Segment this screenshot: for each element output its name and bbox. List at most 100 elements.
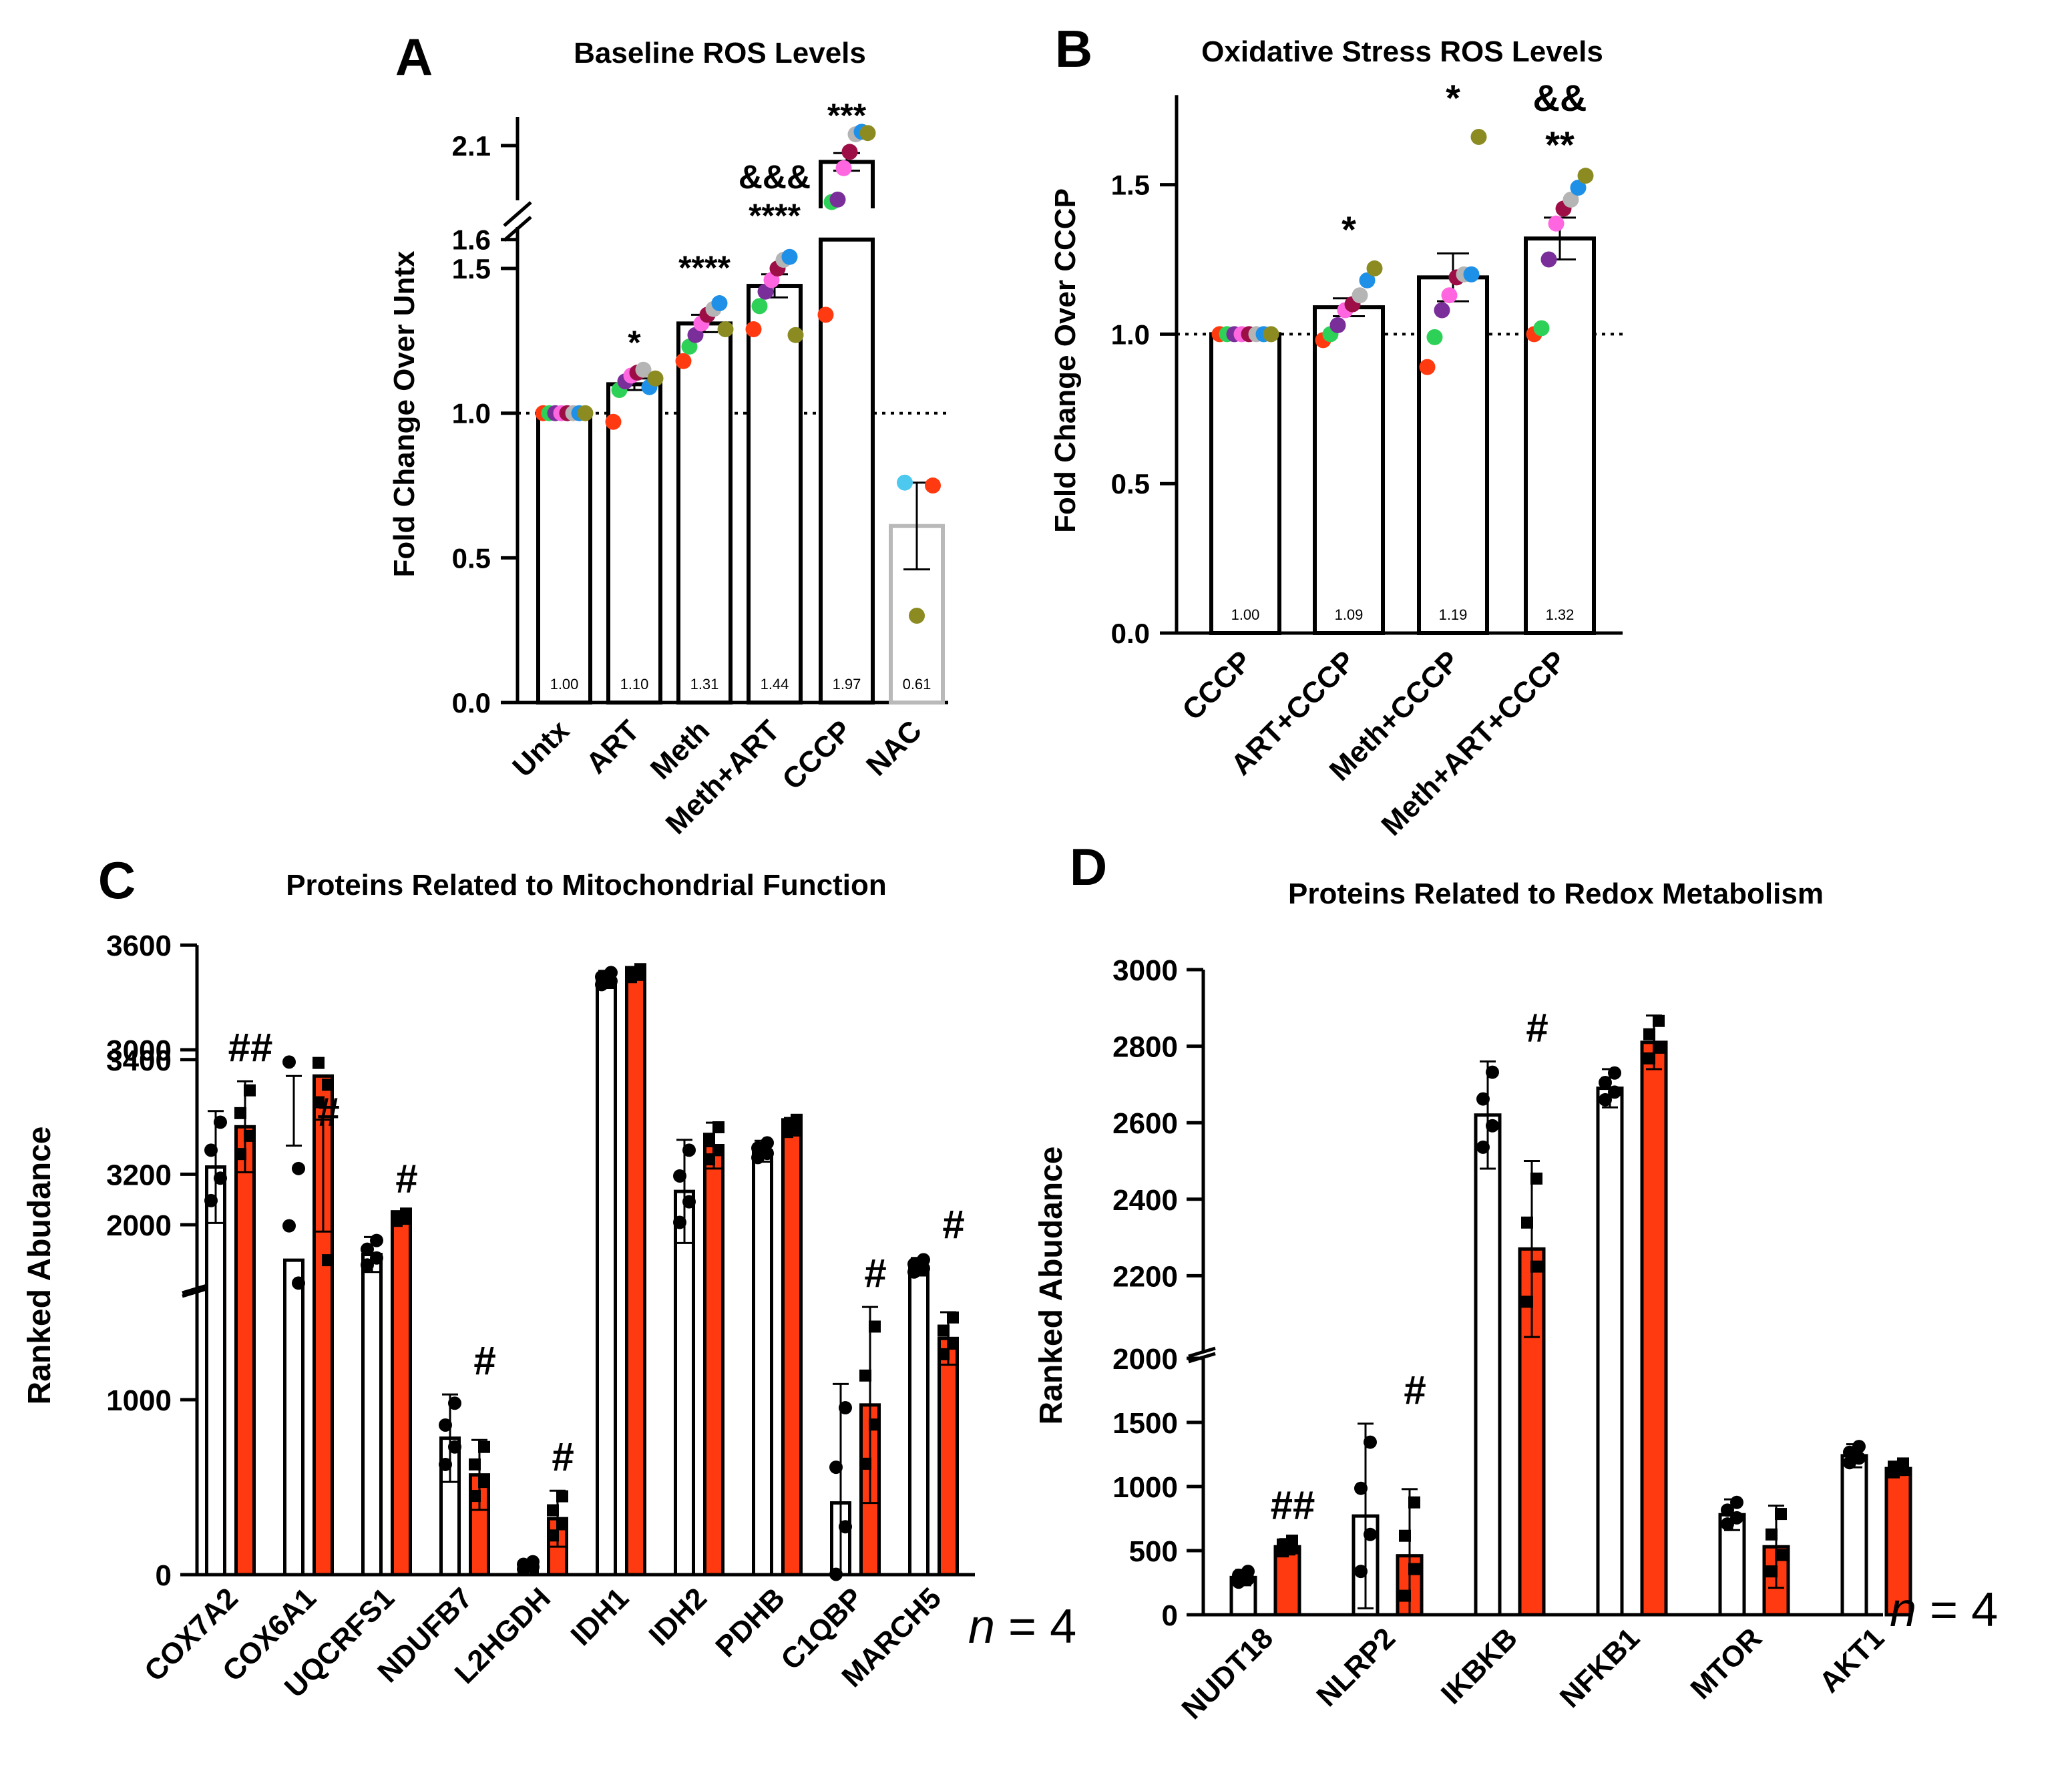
data-point — [817, 307, 834, 323]
bar — [676, 321, 733, 705]
panel-c-title: Proteins Related to Mitochondrial Functi… — [286, 869, 887, 902]
data-point — [439, 1418, 452, 1432]
data-point — [1577, 168, 1594, 184]
data-point — [322, 1254, 334, 1267]
panel-b-xtick-label: Meth+ART+CCCP — [1375, 644, 1573, 842]
data-point — [448, 1396, 461, 1410]
data-point — [625, 966, 637, 978]
value-label: 1.97 — [833, 676, 861, 693]
bar — [1884, 1466, 1912, 1617]
panel-b-ytick-label: 1.5 — [1111, 170, 1150, 201]
data-point — [361, 1258, 374, 1272]
data-point — [1775, 1549, 1787, 1561]
bar — [1840, 1454, 1868, 1617]
data-point — [673, 1169, 686, 1183]
data-point — [1241, 1565, 1255, 1579]
bar — [908, 1265, 929, 1577]
significance-mark: # — [1526, 1006, 1548, 1050]
data-point — [839, 1520, 852, 1534]
data-point — [1570, 180, 1587, 196]
data-point — [947, 1311, 959, 1324]
bar — [536, 411, 592, 705]
data-point — [1352, 287, 1368, 304]
panel-d-title: Proteins Related to Redox Metabolism — [1288, 877, 1824, 910]
n-value: = 4 — [1916, 1583, 1998, 1637]
data-point — [635, 361, 652, 378]
significance-mark: # — [1404, 1368, 1426, 1412]
bar — [625, 972, 646, 1577]
data-point — [1470, 128, 1487, 145]
data-point — [361, 1242, 374, 1256]
panel-d-ytick-label: 2200 — [1112, 1260, 1178, 1293]
panel-d-xtick-label: IKBKB — [1435, 1621, 1524, 1710]
panel-b-ytick-label: 0.0 — [1111, 618, 1150, 649]
data-point — [1441, 287, 1458, 304]
panel-c-ylabel: Ranked Abudance — [22, 1127, 57, 1405]
data-point — [1563, 191, 1579, 208]
data-point — [703, 1133, 715, 1145]
bar — [1596, 1087, 1624, 1617]
data-point — [1419, 359, 1436, 375]
data-point — [556, 1518, 568, 1531]
data-point — [682, 1143, 696, 1157]
panel-c-xtick-label: IDH2 — [643, 1581, 714, 1652]
data-point — [1521, 1216, 1533, 1229]
data-point — [1643, 1052, 1655, 1064]
data-point — [1766, 1565, 1778, 1578]
data-point — [917, 1253, 930, 1267]
significance-mark: ## — [1271, 1483, 1315, 1528]
data-point — [1354, 1481, 1368, 1495]
data-point — [1329, 317, 1346, 333]
panel-d-letter: D — [1070, 837, 1107, 896]
data-point — [712, 1121, 724, 1134]
panel-d-xtick-label: NLRP2 — [1310, 1621, 1402, 1713]
data-point — [1730, 1511, 1743, 1525]
panel-a-title: Baseline ROS Levels — [574, 37, 866, 69]
value-label: 0.61 — [903, 676, 931, 693]
panel-d-xtick-label: NUDT18 — [1175, 1621, 1279, 1726]
data-point — [244, 1129, 256, 1142]
data-point — [1476, 1140, 1490, 1154]
data-point — [292, 1161, 305, 1175]
data-point — [859, 1369, 871, 1382]
panel-d-ytick-label: 500 — [1129, 1535, 1178, 1568]
data-point — [909, 608, 925, 624]
data-point — [1533, 320, 1550, 337]
bar — [1640, 1040, 1668, 1617]
bar — [606, 382, 662, 705]
data-point — [1608, 1085, 1621, 1099]
data-point — [1364, 1435, 1377, 1449]
significance-mark: **** — [678, 249, 731, 286]
data-point — [1721, 1503, 1734, 1517]
data-point — [1599, 1076, 1612, 1090]
data-point — [1354, 1565, 1368, 1579]
significance-mark: * — [1341, 208, 1356, 250]
data-point — [234, 1148, 246, 1161]
n-symbol: n — [968, 1600, 995, 1653]
data-point — [711, 295, 728, 312]
panel-d-ytick-label: 2600 — [1112, 1107, 1178, 1140]
significance-mark: **** — [749, 197, 801, 234]
panel-a-ytick-label: 2.1 — [452, 130, 491, 162]
panel-b-letter: B — [1055, 19, 1092, 78]
data-point — [859, 1457, 871, 1470]
panel-a-xtick-label: CCCP — [776, 714, 858, 796]
panel-d-ytick-label: 1000 — [1112, 1471, 1178, 1504]
panel-b-ytick-label: 1.0 — [1111, 319, 1150, 350]
data-point — [370, 1233, 383, 1247]
data-point — [478, 1476, 490, 1489]
data-point — [1364, 1527, 1377, 1541]
data-point — [634, 963, 646, 976]
data-point — [370, 1251, 383, 1265]
data-point — [244, 1084, 256, 1097]
data-point — [859, 125, 876, 142]
data-point — [1408, 1563, 1420, 1575]
significance-mark: &&& — [739, 158, 811, 196]
panel-d-ytick-label: 2000 — [1112, 1343, 1178, 1376]
value-label: 1.10 — [620, 676, 649, 693]
data-point — [1286, 1535, 1298, 1547]
bar — [703, 1144, 724, 1577]
data-point — [1599, 1093, 1612, 1107]
data-point — [1643, 1028, 1655, 1040]
data-point — [292, 1276, 305, 1290]
